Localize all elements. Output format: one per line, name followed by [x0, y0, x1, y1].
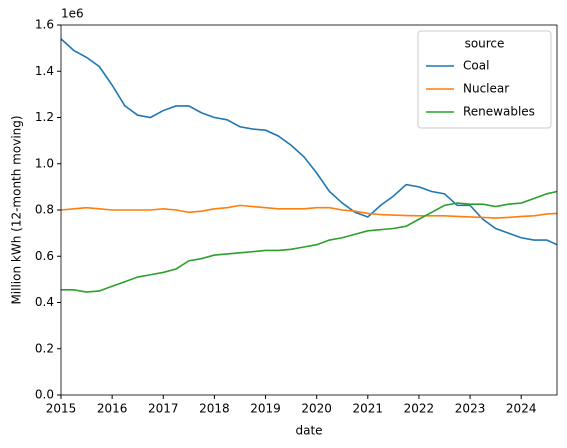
legend-label: Coal — [463, 59, 489, 73]
x-tick-label: 2022 — [404, 402, 435, 416]
y-tick-label: 0.2 — [35, 341, 54, 355]
line-series — [61, 190, 558, 293]
y-tick-label: 1.0 — [35, 156, 54, 170]
x-tick-label: 2018 — [199, 402, 230, 416]
legend-box — [417, 30, 552, 129]
legend-label: Nuclear — [463, 82, 509, 96]
x-tick-label: 2019 — [250, 402, 281, 416]
line-series — [60, 38, 558, 246]
legend-title: source — [465, 37, 505, 51]
x-tick-label: 2021 — [353, 402, 384, 416]
x-tick-label: 2024 — [506, 402, 537, 416]
y-tick-label: 0.8 — [35, 203, 54, 217]
y-tick-label: 1.6 — [35, 18, 54, 32]
x-tick-label: 2016 — [97, 402, 128, 416]
y-tick-label: 0.0 — [35, 388, 54, 402]
line-series — [60, 204, 558, 219]
y-tick-label: 0.4 — [35, 295, 54, 309]
y-offset-label: 1e6 — [61, 7, 84, 21]
x-tick-label: 2015 — [46, 402, 77, 416]
x-tick-label: 2023 — [455, 402, 486, 416]
legend-label: Renewables — [463, 105, 535, 119]
y-tick-label: 1.2 — [35, 110, 54, 124]
y-axis-label: Million kWh (12-month moving) — [10, 115, 24, 304]
y-tick-label: 0.6 — [35, 249, 54, 263]
plot-frame — [60, 24, 558, 396]
x-axis-label: date — [295, 424, 322, 438]
y-tick-label: 1.4 — [35, 64, 54, 78]
x-tick-label: 2020 — [301, 402, 332, 416]
x-tick-label: 2017 — [148, 402, 179, 416]
